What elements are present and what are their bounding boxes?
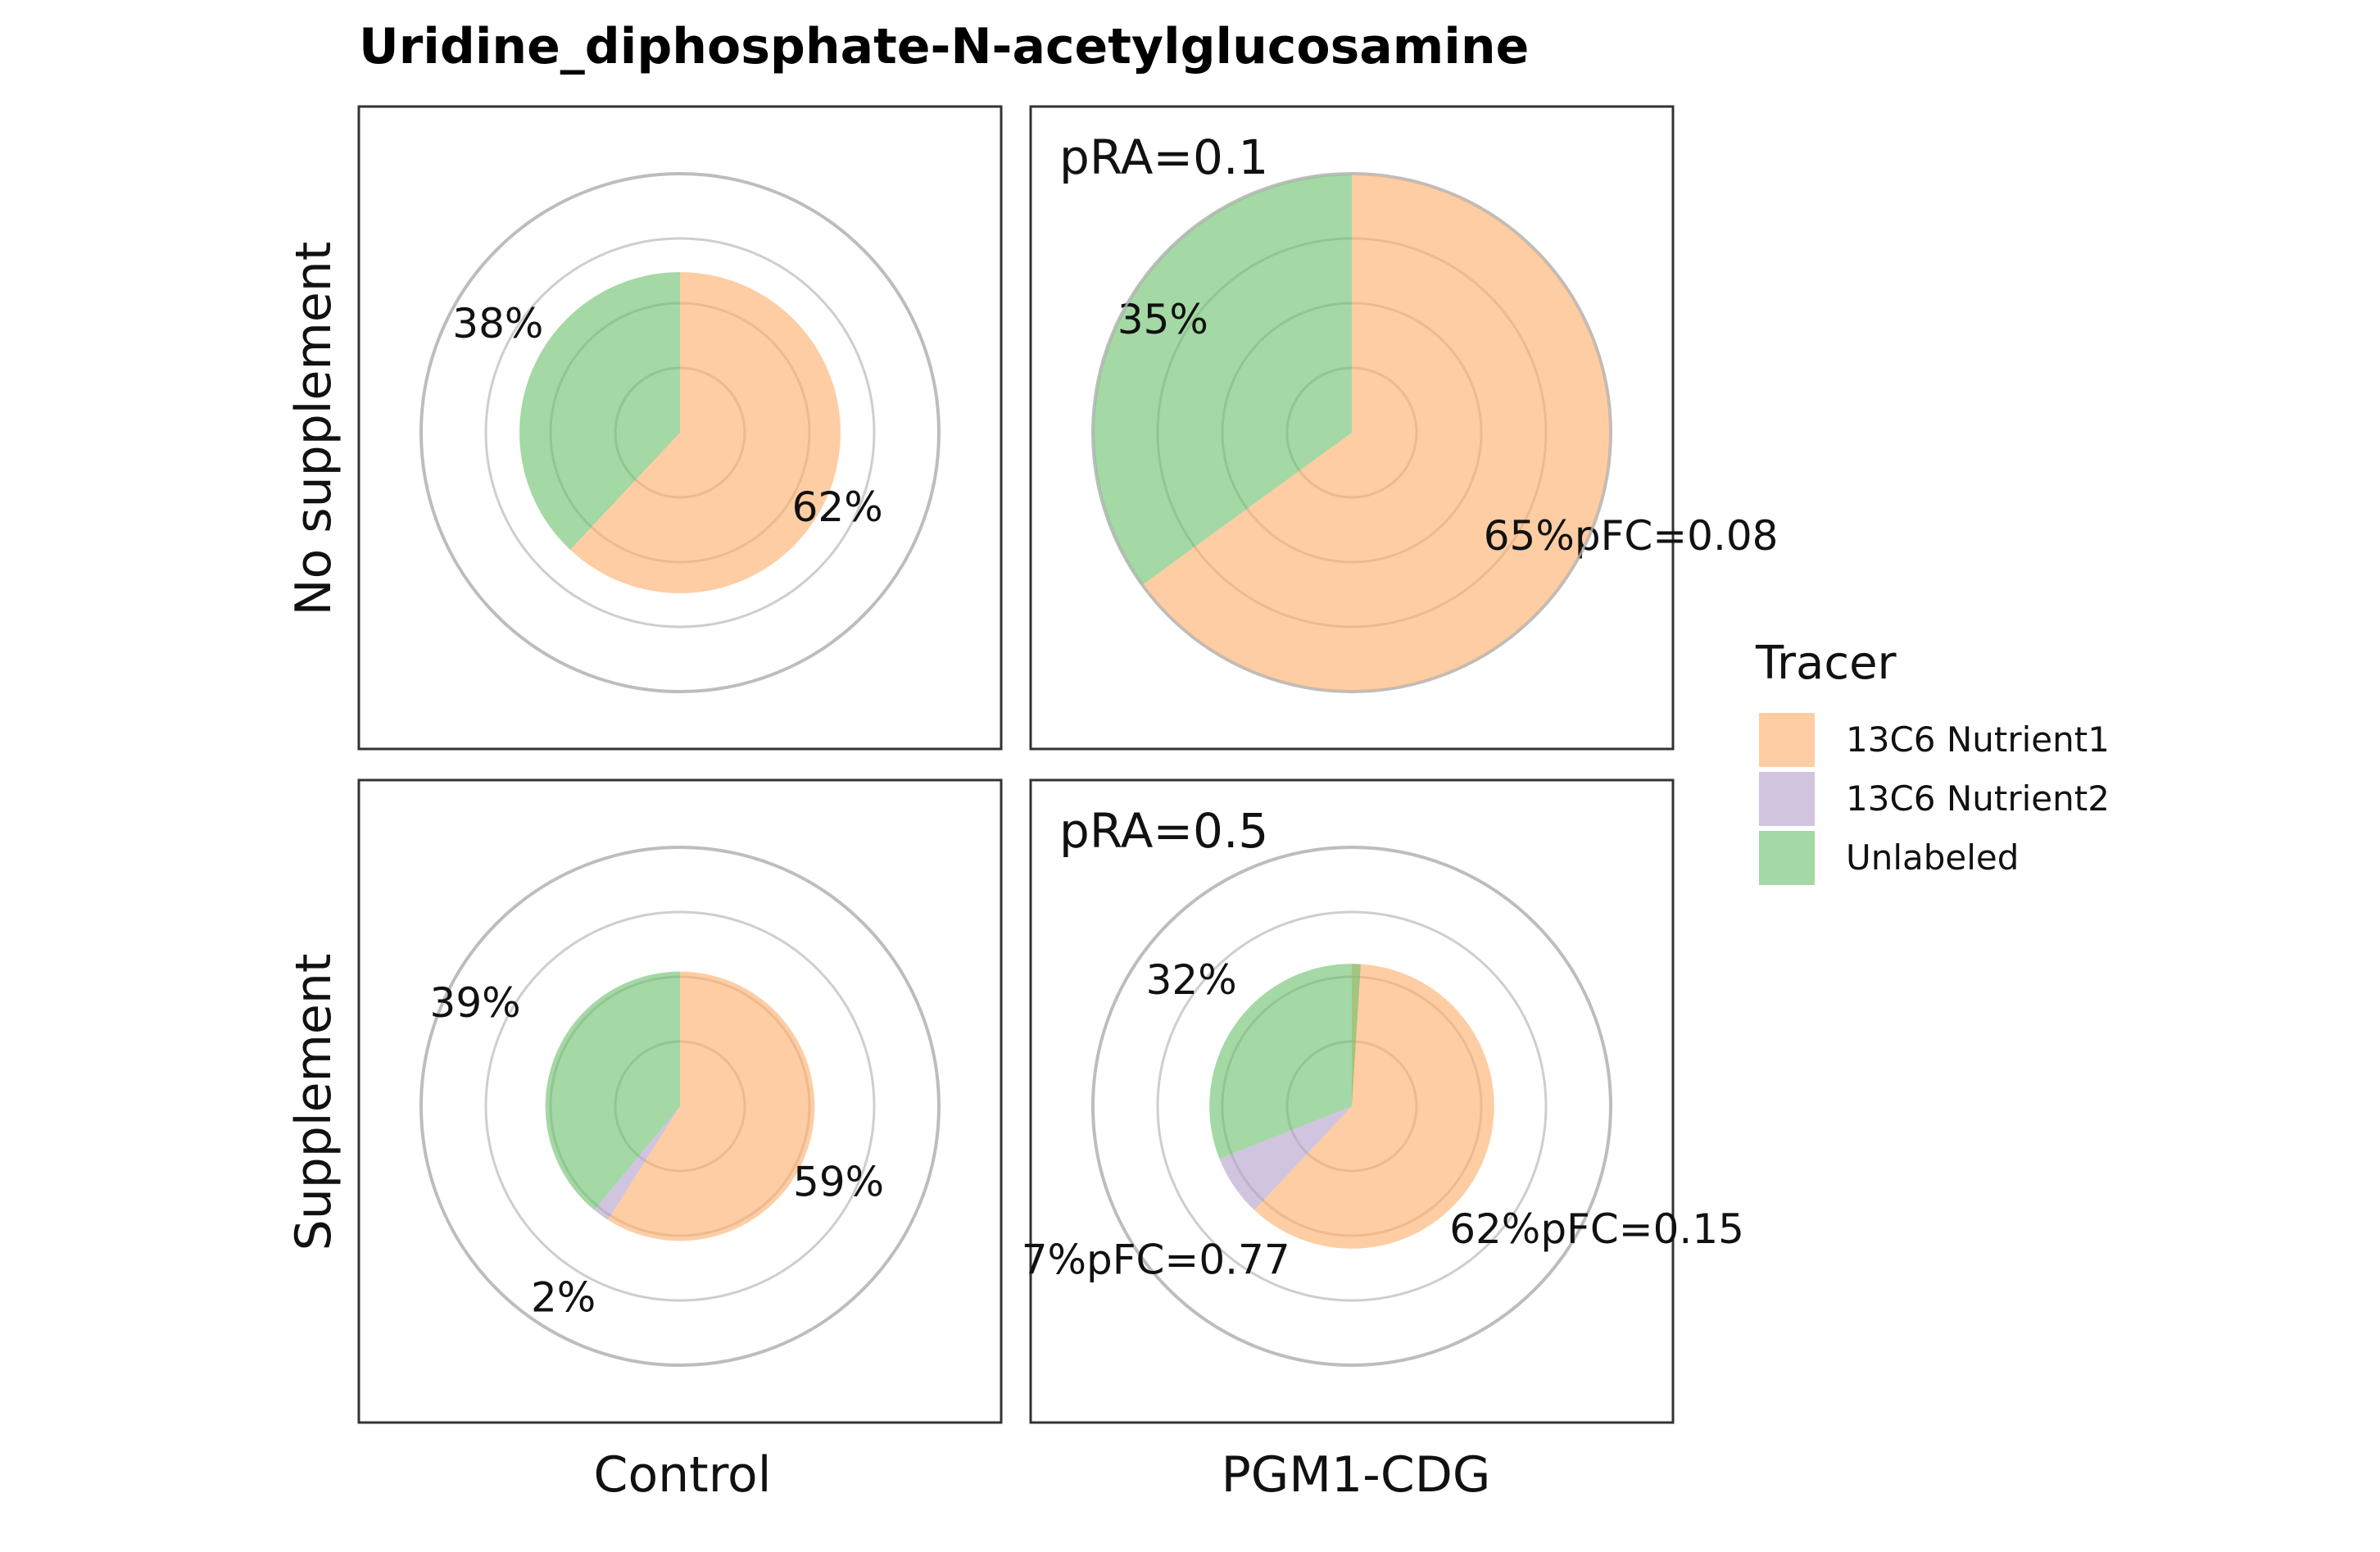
slice-label-13c6-nutrient2: 7%pFC=0.77 xyxy=(1022,1236,1290,1283)
slice-label-unlabeled: 39% xyxy=(430,979,521,1027)
row-label-no-supplement: No supplement xyxy=(285,242,342,616)
panel-frame xyxy=(1029,105,1675,751)
panel-frame xyxy=(1029,778,1675,1424)
slice-unlabeled xyxy=(1093,173,1352,585)
reference-ring xyxy=(484,237,876,629)
outer-ring xyxy=(1091,172,1612,693)
slice-13c6-nutrient1 xyxy=(1142,174,1611,692)
slice-label-unlabeled: 32% xyxy=(1146,956,1237,1004)
reference-ring xyxy=(1156,910,1548,1302)
legend-swatch-unlabeled xyxy=(1759,831,1815,885)
legend-label-unlabeled: Unlabeled xyxy=(1846,837,2019,878)
reference-ring xyxy=(1091,846,1612,1367)
reference-ring xyxy=(419,846,941,1367)
legend-label-13c6-nutrient2: 13C6 Nutrient2 xyxy=(1846,778,2110,819)
slice-label-13c6-nutrient1: 62%pFC=0.15 xyxy=(1449,1205,1744,1253)
column-label-control: Control xyxy=(594,1446,772,1504)
slice-13c6-nutrient2 xyxy=(1219,1106,1352,1210)
slice-label-13c6-nutrient1: 65%pFC=0.08 xyxy=(1484,512,1779,560)
slice-label-13c6-nutrient1: 62% xyxy=(792,483,883,531)
reference-ring xyxy=(419,172,941,693)
panel-note: pRA=0.1 xyxy=(1059,129,1268,185)
slice-13c6-nutrient1 xyxy=(569,272,841,593)
slice-label-13c6-nutrient1: 59% xyxy=(793,1158,884,1205)
panel-no-supplement-pgm1-cdg: 65%pFC=0.08 35% pRA=0.1 xyxy=(1029,105,1779,751)
panel-supplement-control: 59% 2% 39% xyxy=(357,778,1003,1424)
legend-title: Tracer xyxy=(1755,637,1897,690)
slice-label-unlabeled: 35% xyxy=(1117,296,1208,343)
legend-label-13c6-nutrient1: 13C6 Nutrient1 xyxy=(1846,719,2110,760)
slice-label-unlabeled: 38% xyxy=(452,300,543,347)
reference-ring xyxy=(484,910,876,1302)
slice-unlabeled xyxy=(1209,964,1361,1159)
chart-title: Uridine_diphosphate-N-acetylglucosamine xyxy=(359,18,1529,75)
panel-note: pRA=0.5 xyxy=(1059,803,1268,859)
slice-13c6-nutrient1 xyxy=(1254,964,1494,1249)
legend: Tracer 13C6 Nutrient1 13C6 Nutrient2 Unl… xyxy=(1755,637,2110,885)
row-label-supplement: Supplement xyxy=(285,954,342,1251)
legend-swatch-13c6-nutrient2 xyxy=(1759,772,1815,826)
slice-unlabeled xyxy=(545,971,680,1210)
panel-supplement-pgm1-cdg: 62%pFC=0.15 7%pFC=0.77 32% pRA=0.5 xyxy=(1022,778,1744,1424)
slice-label-13c6-nutrient2: 2% xyxy=(531,1274,596,1322)
legend-swatch-13c6-nutrient1 xyxy=(1759,713,1815,767)
slice-13c6-nutrient1 xyxy=(607,971,815,1241)
column-label-pgm1-cdg: PGM1-CDG xyxy=(1222,1446,1491,1504)
panel-frame xyxy=(357,778,1003,1424)
panel-frame xyxy=(357,105,1003,751)
panel-no-supplement-control: 62% 38% xyxy=(357,105,1003,751)
slice-13c6-nutrient2 xyxy=(594,1106,680,1220)
slice-unlabeled xyxy=(519,272,680,550)
